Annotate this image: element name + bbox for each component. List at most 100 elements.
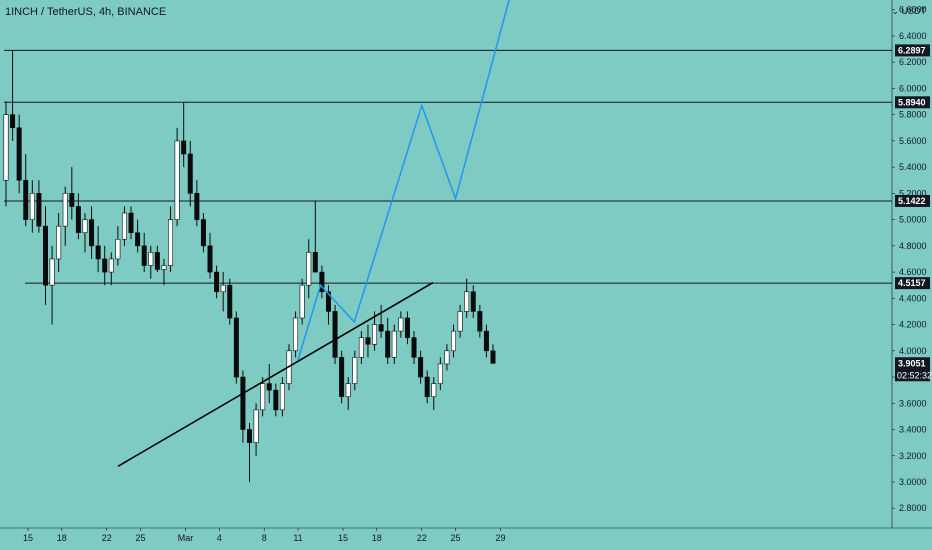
candle-body bbox=[352, 357, 358, 384]
candle-body bbox=[378, 324, 384, 332]
candle-body bbox=[102, 258, 108, 273]
candle-body bbox=[108, 258, 114, 273]
price-tick-label: 5.8000 bbox=[899, 110, 927, 120]
price-tick-label: 3.6000 bbox=[899, 398, 927, 408]
candle-body bbox=[148, 252, 154, 266]
price-axis[interactable]: 2.80003.00003.20003.40003.60003.80004.00… bbox=[891, 0, 932, 528]
candle-body bbox=[227, 284, 233, 319]
candle-body bbox=[404, 317, 410, 338]
time-tick-label: 15 bbox=[338, 533, 348, 543]
candle-body bbox=[181, 140, 187, 155]
candle-body bbox=[161, 265, 167, 270]
candle-body bbox=[437, 363, 443, 384]
ascending-trendline[interactable] bbox=[117, 281, 434, 467]
candle-body bbox=[82, 219, 88, 234]
candle-body bbox=[187, 153, 193, 194]
level-label-box bbox=[895, 277, 930, 290]
time-tick-label: 4 bbox=[217, 533, 222, 543]
candle-body bbox=[42, 225, 48, 286]
projection-line bbox=[297, 0, 510, 361]
candle-body bbox=[3, 114, 9, 181]
candle-body bbox=[293, 317, 299, 352]
candle-body bbox=[358, 337, 364, 358]
time-tick-label: 25 bbox=[450, 533, 460, 543]
candle-body bbox=[154, 252, 160, 270]
candle-body bbox=[62, 193, 68, 227]
candle-body bbox=[312, 252, 318, 273]
candle-body bbox=[95, 245, 101, 260]
candle-body bbox=[365, 337, 371, 345]
candle-body bbox=[306, 252, 312, 286]
price-tick-label: 2.8000 bbox=[899, 503, 927, 513]
candle-body bbox=[477, 311, 483, 332]
price-tick-label: 6.4000 bbox=[899, 31, 927, 41]
candle-body bbox=[325, 291, 331, 312]
candlestick-series bbox=[3, 50, 496, 482]
candle-body bbox=[16, 127, 22, 181]
current-price-label: 3.9051 bbox=[898, 358, 926, 368]
time-axis[interactable]: 15 18 22 25 Mar 4 8 11 15 18 22 25 29 bbox=[0, 527, 932, 550]
candle-body bbox=[75, 206, 81, 234]
candle-body bbox=[194, 193, 200, 220]
price-tick-label: 5.4000 bbox=[899, 162, 927, 172]
candle-body bbox=[339, 357, 345, 398]
candle-body bbox=[345, 383, 351, 398]
candle-body bbox=[483, 330, 489, 352]
candle-body bbox=[135, 232, 141, 247]
time-tick-label: Mar bbox=[178, 533, 194, 543]
candle-body bbox=[418, 357, 424, 378]
candle-body bbox=[490, 350, 496, 364]
price-axis-bg bbox=[892, 0, 932, 528]
price-tick-label: 4.4000 bbox=[899, 293, 927, 303]
time-axis-bg bbox=[0, 528, 932, 550]
candle-body bbox=[391, 330, 397, 358]
level-label-box bbox=[895, 44, 930, 57]
level-label: 4.5157 bbox=[898, 278, 926, 288]
candle-body bbox=[200, 219, 206, 247]
currency-dropdown[interactable]: ⌄ USDT bbox=[891, 6, 926, 17]
time-tick-label: 18 bbox=[372, 533, 382, 543]
candle-body bbox=[115, 238, 121, 260]
candle-body bbox=[233, 317, 239, 378]
candle-body bbox=[332, 311, 338, 358]
price-tick-label: 3.0000 bbox=[899, 477, 927, 487]
price-tick-label: 3.2000 bbox=[899, 451, 927, 461]
time-tick-label: 22 bbox=[417, 533, 427, 543]
price-tick-label: 3.4000 bbox=[899, 425, 927, 435]
candle-body bbox=[385, 330, 391, 358]
time-tick-label: 18 bbox=[57, 533, 67, 543]
price-tick-label: 5.6000 bbox=[899, 136, 927, 146]
time-tick-label: 22 bbox=[102, 533, 112, 543]
candle-body bbox=[444, 350, 450, 365]
candle-body bbox=[253, 409, 259, 443]
time-tick-label: 8 bbox=[262, 533, 267, 543]
candle-body bbox=[431, 383, 437, 398]
price-tick-label: 4.6000 bbox=[899, 267, 927, 277]
candle-body bbox=[141, 245, 147, 266]
candle-body bbox=[168, 219, 174, 266]
projection-path[interactable] bbox=[297, 0, 513, 361]
current-price-box bbox=[895, 357, 930, 382]
candle-body bbox=[56, 225, 62, 260]
candle-body bbox=[240, 376, 246, 430]
candle-body bbox=[457, 311, 463, 332]
candle-body bbox=[451, 330, 457, 352]
time-tick-label: 11 bbox=[293, 533, 302, 543]
price-tick-label: 6.0000 bbox=[899, 83, 927, 93]
candle-body bbox=[23, 179, 29, 220]
candle-body bbox=[69, 193, 75, 207]
chevron-down-icon: ⌄ bbox=[891, 6, 899, 16]
candle-body bbox=[121, 212, 127, 240]
currency-label: USDT bbox=[901, 6, 927, 16]
candle-body bbox=[260, 383, 266, 411]
level-label: 5.8940 bbox=[898, 97, 926, 107]
candle-body bbox=[273, 389, 279, 411]
price-tick-label: 4.0000 bbox=[899, 346, 927, 356]
countdown-label: 02:52:32 bbox=[897, 370, 932, 380]
time-tick-label: 29 bbox=[495, 533, 505, 543]
candle-body bbox=[464, 291, 470, 312]
candle-body bbox=[214, 271, 220, 293]
candle-body bbox=[128, 212, 134, 234]
